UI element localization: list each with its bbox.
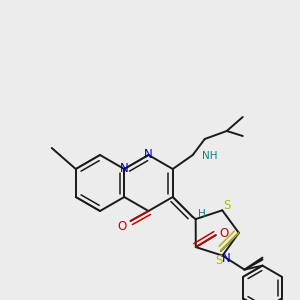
Text: N: N: [222, 252, 231, 265]
Text: S: S: [224, 199, 231, 212]
Text: H: H: [198, 209, 206, 219]
Text: S: S: [215, 254, 223, 267]
Text: NH: NH: [202, 151, 217, 161]
Text: N: N: [144, 148, 153, 161]
Text: O: O: [219, 226, 228, 240]
Text: N: N: [120, 163, 129, 176]
Text: O: O: [118, 220, 127, 232]
